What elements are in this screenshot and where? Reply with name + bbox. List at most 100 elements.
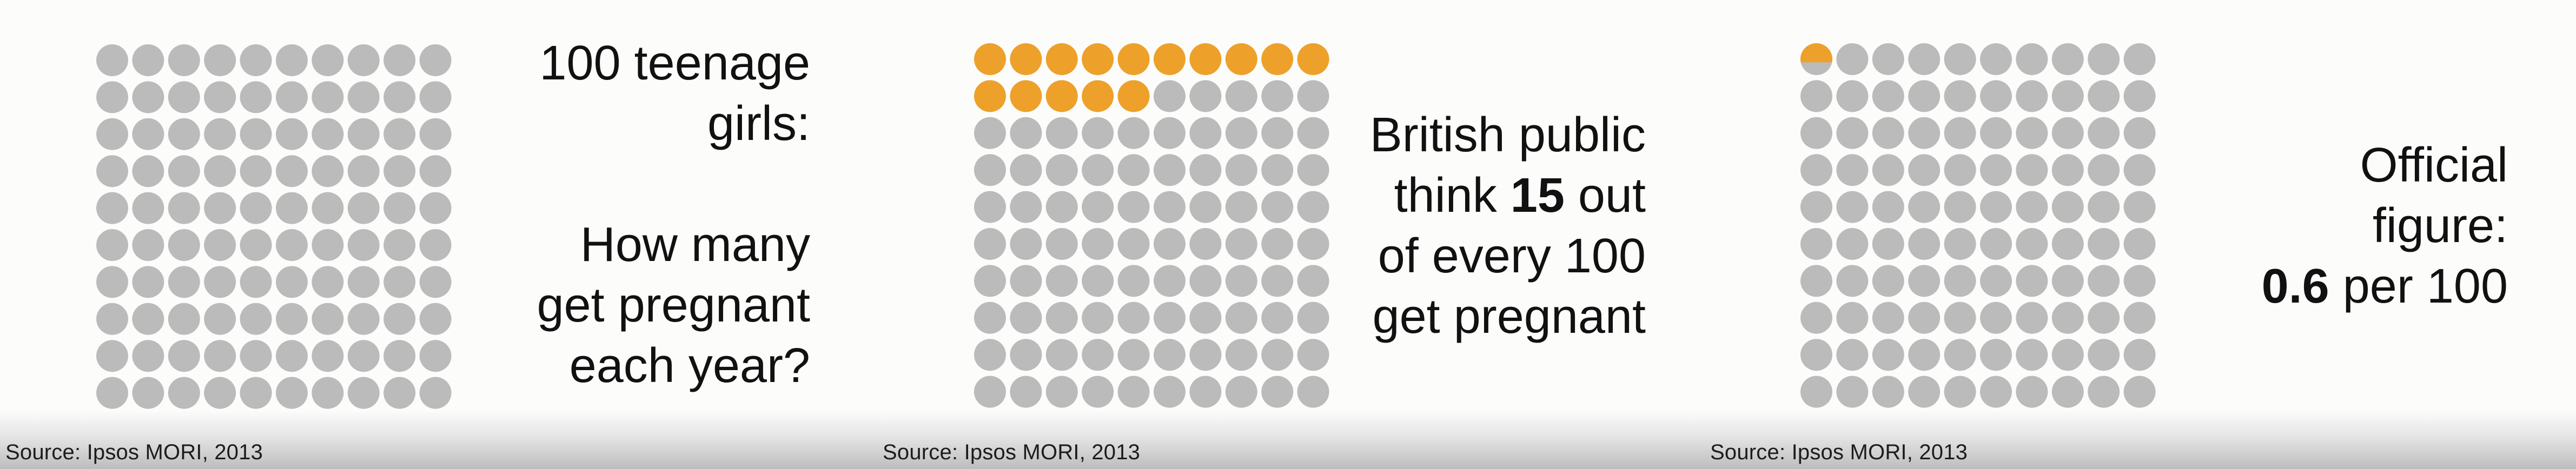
person-dot xyxy=(1261,191,1294,223)
person-dot xyxy=(2051,80,2084,112)
person-dot xyxy=(2123,154,2156,186)
person-dot xyxy=(240,192,272,224)
person-dot xyxy=(240,377,272,409)
person-dot xyxy=(1045,376,1078,408)
footer-bar: Source: Ipsos MORI, 2013 xyxy=(0,411,877,469)
person-dot xyxy=(312,303,344,335)
person-dot xyxy=(2088,376,2120,408)
person-dot xyxy=(1800,80,1832,112)
person-dot xyxy=(96,266,128,298)
person-dot xyxy=(1117,154,1150,186)
person-dot xyxy=(1010,154,1042,186)
person-dot xyxy=(974,154,1006,186)
caption-line: Official xyxy=(2360,138,2508,192)
source-label: Source: Ipsos MORI, 2013 xyxy=(883,440,1141,464)
highlighted-dot xyxy=(1117,80,1150,112)
person-dot xyxy=(1980,117,2012,149)
person-dot xyxy=(419,303,452,335)
person-dot xyxy=(1908,117,1941,149)
person-dot xyxy=(1225,154,1257,186)
official-value: 0.6 xyxy=(2261,259,2329,313)
person-dot xyxy=(168,118,200,150)
caption-line: How many xyxy=(580,218,810,272)
person-dot xyxy=(132,44,164,76)
person-dot xyxy=(276,266,308,298)
person-dot xyxy=(1836,80,1869,112)
person-dot xyxy=(1872,191,1904,223)
person-dot xyxy=(383,192,416,224)
person-dot xyxy=(204,44,236,76)
person-dot xyxy=(276,155,308,187)
person-dot xyxy=(1908,302,1941,334)
person-dot xyxy=(1944,80,1976,112)
person-dot xyxy=(2051,43,2084,75)
person-dot xyxy=(1261,154,1294,186)
person-dot xyxy=(1800,376,1832,408)
person-dot xyxy=(1944,339,1976,371)
person-dot xyxy=(1189,154,1222,186)
person-dot xyxy=(1082,154,1114,186)
person-dot xyxy=(1045,191,1078,223)
person-dot xyxy=(1980,302,2012,334)
person-dot xyxy=(204,155,236,187)
caption-line: get pregnant xyxy=(1372,290,1646,344)
person-dot xyxy=(1082,302,1114,334)
person-dot xyxy=(2016,154,2048,186)
panel-question: 100 teenage girls: How many get pregnant… xyxy=(0,0,877,469)
person-dot xyxy=(2051,339,2084,371)
person-dot xyxy=(2051,228,2084,260)
person-dot xyxy=(1154,302,1186,334)
person-dot xyxy=(1117,302,1150,334)
person-dot xyxy=(96,192,128,224)
person-dot xyxy=(276,118,308,150)
person-dot xyxy=(2016,339,2048,371)
person-dot xyxy=(419,340,452,372)
person-dot xyxy=(974,228,1006,260)
person-dot xyxy=(2123,117,2156,149)
person-dot xyxy=(2051,117,2084,149)
person-dot xyxy=(1836,339,1869,371)
person-dot xyxy=(1261,302,1294,334)
person-dot xyxy=(1980,376,2012,408)
person-dot xyxy=(204,377,236,409)
caption-text: out xyxy=(1564,169,1646,223)
person-dot xyxy=(1154,228,1186,260)
person-dot xyxy=(1225,117,1257,149)
person-dot xyxy=(312,192,344,224)
person-dot xyxy=(168,266,200,298)
person-dot xyxy=(2088,154,2120,186)
person-dot xyxy=(2088,191,2120,223)
highlighted-dot xyxy=(1045,80,1078,112)
person-dot xyxy=(1189,376,1222,408)
person-dot xyxy=(1872,265,1904,297)
person-dot xyxy=(276,340,308,372)
person-dot xyxy=(419,44,452,76)
person-dot xyxy=(2051,265,2084,297)
person-dot xyxy=(276,303,308,335)
person-dot xyxy=(240,340,272,372)
person-dot xyxy=(1154,265,1186,297)
person-dot xyxy=(1297,376,1329,408)
person-dot xyxy=(1297,302,1329,334)
person-dot xyxy=(1154,191,1186,223)
person-dot xyxy=(132,155,164,187)
person-dot xyxy=(419,118,452,150)
question-caption: 100 teenage girls: How many get pregnant… xyxy=(537,33,810,396)
footer-bar: Source: Ipsos MORI, 2013 xyxy=(877,411,1705,469)
person-dot xyxy=(96,377,128,409)
person-dot xyxy=(2016,191,2048,223)
highlighted-dot xyxy=(1189,43,1222,75)
person-dot xyxy=(347,44,380,76)
person-dot xyxy=(1908,376,1941,408)
person-dot xyxy=(2016,43,2048,75)
person-dot xyxy=(204,192,236,224)
person-dot xyxy=(419,229,452,261)
person-dot xyxy=(312,266,344,298)
person-dot xyxy=(1045,265,1078,297)
person-dot xyxy=(1980,43,2012,75)
caption-line: 100 teenage xyxy=(539,36,811,90)
person-dot xyxy=(1908,43,1941,75)
person-dot xyxy=(1010,265,1042,297)
person-dot xyxy=(2016,80,2048,112)
highlighted-dot xyxy=(1082,43,1114,75)
